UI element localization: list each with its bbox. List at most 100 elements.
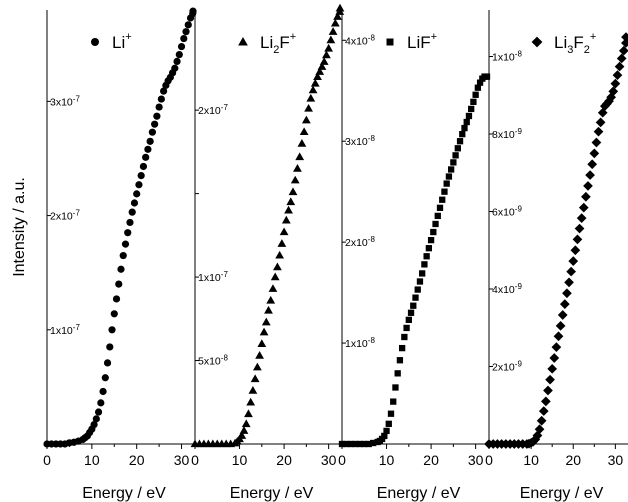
data-point xyxy=(338,440,346,448)
data-point xyxy=(268,284,278,292)
data-point xyxy=(119,251,127,260)
data-point xyxy=(189,7,197,15)
data-point xyxy=(403,324,410,332)
legend-label-name-sub2: 2 xyxy=(584,44,590,56)
data-point xyxy=(94,408,103,416)
y-tick-label-exponent: -9 xyxy=(515,360,523,369)
data-point xyxy=(356,440,363,448)
data-point xyxy=(593,126,604,137)
data-point xyxy=(425,245,433,252)
data-point xyxy=(614,61,625,72)
data-point xyxy=(115,280,123,288)
data-point xyxy=(308,85,318,94)
legend-label-name-sup: + xyxy=(431,31,437,43)
data-point xyxy=(394,370,401,377)
data-point xyxy=(476,79,484,86)
data-point xyxy=(295,152,305,161)
y-axis-label: Intensity / a.u. xyxy=(11,177,28,277)
data-point xyxy=(459,130,466,138)
data-point xyxy=(299,127,309,136)
y-tick-label-exponent: -8 xyxy=(368,235,376,244)
data-point xyxy=(252,362,262,371)
legend-marker xyxy=(531,36,543,48)
data-point xyxy=(532,430,543,441)
y-tick-label-base: 3x10 xyxy=(345,136,368,148)
data-point xyxy=(405,316,412,324)
data-point xyxy=(468,105,475,113)
legend-label-name-post: F xyxy=(279,33,289,52)
x-tick-label: 20 xyxy=(423,452,439,468)
data-point xyxy=(545,374,555,385)
data-point xyxy=(430,228,437,236)
y-tick-label-base: 1x10 xyxy=(198,272,221,284)
data-point xyxy=(244,409,253,418)
data-point xyxy=(570,245,581,256)
data-point xyxy=(461,124,468,132)
data-point xyxy=(416,278,424,285)
data-point xyxy=(616,53,627,64)
data-point xyxy=(99,387,107,396)
data-point xyxy=(301,115,311,124)
data-point xyxy=(606,92,617,103)
y-tick-label: 8x10-9 xyxy=(492,127,522,141)
data-point xyxy=(456,138,464,145)
data-point xyxy=(117,265,125,273)
data-point xyxy=(423,253,430,260)
data-point xyxy=(419,270,426,277)
data-point xyxy=(396,357,404,364)
data-point xyxy=(322,50,331,59)
y-tick-label-exponent: -8 xyxy=(368,134,376,143)
data-point xyxy=(148,128,156,136)
data-point xyxy=(436,204,444,211)
x-tick-label: 30 xyxy=(608,452,624,468)
y-tick-label-base: 8x10 xyxy=(492,129,515,141)
data-point xyxy=(297,139,307,147)
data-point xyxy=(583,181,593,191)
data-point xyxy=(313,72,322,80)
data-point xyxy=(574,223,585,234)
y-tick-label-exponent: -7 xyxy=(221,103,229,112)
x-tick-label: 0 xyxy=(485,452,493,468)
data-point xyxy=(137,172,145,180)
data-point xyxy=(106,343,114,351)
data-point xyxy=(454,145,461,152)
data-point xyxy=(90,420,98,429)
data-point xyxy=(155,103,163,111)
data-point xyxy=(612,70,623,80)
data-point xyxy=(112,295,121,303)
legend-label-name-sup: + xyxy=(125,31,131,43)
data-point xyxy=(618,45,628,56)
series-circle xyxy=(43,7,197,448)
data-point xyxy=(410,302,417,309)
data-point xyxy=(130,199,139,207)
legend-marker xyxy=(91,38,99,46)
data-point xyxy=(553,331,564,342)
data-point xyxy=(277,239,287,247)
data-point xyxy=(383,427,390,435)
data-point xyxy=(562,288,572,299)
data-point xyxy=(103,359,112,367)
data-point xyxy=(335,3,345,12)
data-point xyxy=(237,431,247,439)
data-point xyxy=(387,410,395,417)
data-point xyxy=(589,148,600,159)
data-point xyxy=(177,42,186,51)
y-tick-label: 1x10-8 xyxy=(345,336,375,350)
data-point xyxy=(151,120,159,128)
legend-label-name-sup: + xyxy=(590,31,596,43)
panel-4: 0 10 20 302x10-94x10-96x10-98x10-91x10-8Ene… xyxy=(484,10,628,502)
y-tick-label-exponent: -8 xyxy=(515,50,523,59)
legend-marker xyxy=(386,38,394,46)
legend-label: LiF+ xyxy=(407,31,437,52)
y-tick-label: 4x10-9 xyxy=(492,282,522,296)
data-point xyxy=(173,57,181,65)
legend-label-name: Li xyxy=(260,33,273,52)
data-point xyxy=(343,440,350,448)
y-tick-label-base: 3x10 xyxy=(50,96,73,108)
y-tick-label-exponent: -7 xyxy=(73,209,81,218)
legend-marker xyxy=(238,36,248,46)
data-point xyxy=(304,103,313,112)
data-point xyxy=(306,93,316,102)
data-point xyxy=(543,385,553,396)
